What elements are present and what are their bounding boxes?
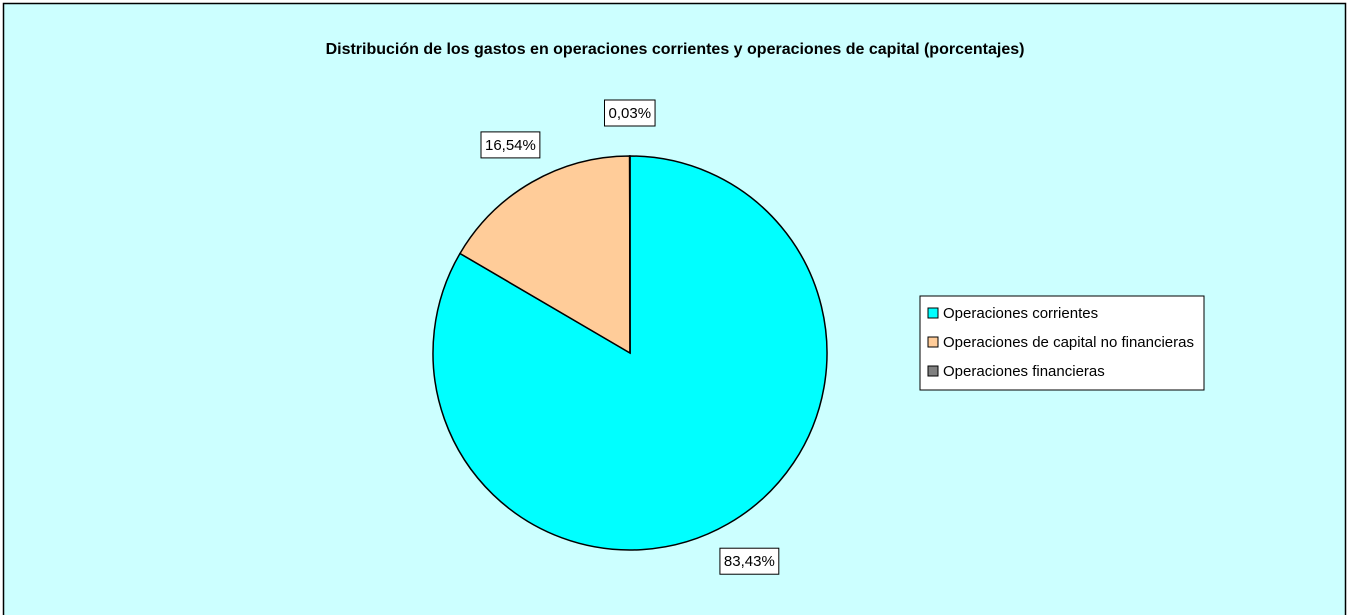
chart-title: Distribución de los gastos en operacione… bbox=[326, 41, 1025, 58]
data-label-box bbox=[480, 131, 541, 159]
data-label-box bbox=[719, 547, 780, 575]
pie-slice bbox=[432, 155, 828, 551]
data-label: 83,43% bbox=[724, 553, 775, 570]
legend-swatch bbox=[927, 307, 939, 319]
pie-slice bbox=[458, 155, 631, 355]
legend-swatch bbox=[927, 365, 939, 377]
legend-label: Operaciones financieras bbox=[943, 363, 1105, 380]
data-label-box bbox=[604, 99, 656, 127]
legend bbox=[919, 295, 1205, 391]
legend-label: Operaciones de capital no financieras bbox=[943, 334, 1194, 351]
data-label: 16,54% bbox=[485, 137, 536, 154]
legend-swatch bbox=[927, 336, 939, 348]
legend-label: Operaciones corrientes bbox=[943, 305, 1098, 322]
data-label: 0,03% bbox=[609, 105, 652, 122]
